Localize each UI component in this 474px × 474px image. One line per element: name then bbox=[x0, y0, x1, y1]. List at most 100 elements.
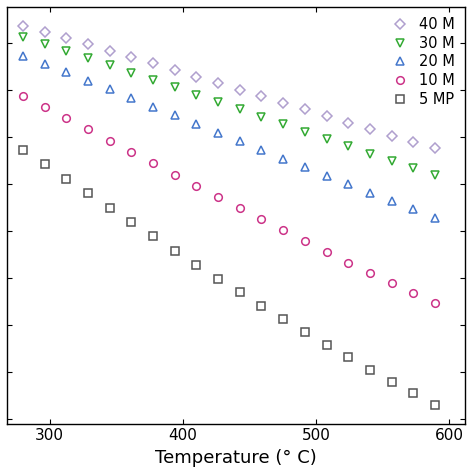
5 MP bbox=[150, 234, 156, 239]
5 MP bbox=[324, 342, 329, 348]
40 M bbox=[302, 107, 308, 112]
20 M bbox=[237, 138, 243, 144]
20 M bbox=[107, 86, 112, 92]
Line: 40 M: 40 M bbox=[19, 22, 439, 152]
30 M bbox=[346, 144, 351, 149]
20 M bbox=[172, 112, 178, 118]
10 M bbox=[367, 270, 373, 276]
10 M bbox=[85, 127, 91, 132]
5 MP bbox=[20, 147, 26, 153]
10 M bbox=[302, 238, 308, 244]
10 M bbox=[172, 172, 178, 178]
40 M bbox=[432, 146, 438, 151]
5 MP bbox=[367, 367, 373, 373]
30 M bbox=[389, 158, 394, 164]
5 MP bbox=[42, 161, 47, 167]
10 M bbox=[389, 281, 394, 286]
10 M bbox=[410, 291, 416, 296]
Line: 30 M: 30 M bbox=[19, 33, 439, 179]
10 M bbox=[259, 217, 264, 222]
30 M bbox=[410, 165, 416, 171]
20 M bbox=[324, 173, 329, 179]
40 M bbox=[410, 139, 416, 145]
40 M bbox=[128, 54, 134, 60]
40 M bbox=[280, 100, 286, 106]
30 M bbox=[128, 70, 134, 75]
10 M bbox=[324, 249, 329, 255]
30 M bbox=[302, 129, 308, 135]
5 MP bbox=[259, 303, 264, 309]
30 M bbox=[64, 48, 69, 54]
20 M bbox=[128, 95, 134, 100]
5 MP bbox=[64, 176, 69, 182]
30 M bbox=[237, 107, 243, 112]
10 M bbox=[237, 206, 243, 211]
40 M bbox=[346, 120, 351, 126]
10 M bbox=[432, 301, 438, 306]
5 MP bbox=[432, 402, 438, 408]
40 M bbox=[85, 41, 91, 47]
20 M bbox=[346, 182, 351, 187]
40 M bbox=[215, 80, 221, 86]
30 M bbox=[367, 151, 373, 156]
10 M bbox=[107, 138, 112, 144]
40 M bbox=[367, 126, 373, 132]
5 MP bbox=[346, 355, 351, 360]
10 M bbox=[64, 115, 69, 121]
40 M bbox=[389, 133, 394, 138]
5 MP bbox=[410, 391, 416, 396]
Line: 5 MP: 5 MP bbox=[19, 146, 439, 409]
30 M bbox=[150, 77, 156, 82]
20 M bbox=[302, 164, 308, 170]
10 M bbox=[20, 93, 26, 99]
30 M bbox=[20, 34, 26, 40]
10 M bbox=[42, 104, 47, 110]
30 M bbox=[280, 121, 286, 127]
40 M bbox=[237, 87, 243, 92]
30 M bbox=[215, 99, 221, 105]
40 M bbox=[172, 67, 178, 73]
10 M bbox=[128, 149, 134, 155]
5 MP bbox=[389, 379, 394, 384]
20 M bbox=[410, 207, 416, 212]
20 M bbox=[64, 69, 69, 75]
10 M bbox=[193, 183, 199, 189]
5 MP bbox=[172, 248, 178, 254]
5 MP bbox=[280, 316, 286, 322]
5 MP bbox=[85, 190, 91, 196]
20 M bbox=[259, 147, 264, 153]
20 M bbox=[150, 104, 156, 109]
40 M bbox=[150, 61, 156, 66]
20 M bbox=[280, 156, 286, 162]
Legend: 40 M, 30 M, 20 M, 10 M, 5 MP: 40 M, 30 M, 20 M, 10 M, 5 MP bbox=[383, 14, 458, 109]
20 M bbox=[85, 78, 91, 83]
30 M bbox=[107, 63, 112, 68]
20 M bbox=[367, 190, 373, 196]
30 M bbox=[432, 172, 438, 178]
5 MP bbox=[128, 219, 134, 225]
40 M bbox=[42, 29, 47, 35]
10 M bbox=[150, 161, 156, 166]
30 M bbox=[193, 92, 199, 98]
30 M bbox=[85, 55, 91, 61]
20 M bbox=[215, 130, 221, 136]
40 M bbox=[259, 93, 264, 99]
20 M bbox=[432, 215, 438, 220]
20 M bbox=[389, 198, 394, 204]
40 M bbox=[193, 74, 199, 80]
40 M bbox=[64, 35, 69, 41]
10 M bbox=[280, 228, 286, 233]
30 M bbox=[42, 41, 47, 47]
5 MP bbox=[107, 205, 112, 210]
5 MP bbox=[193, 262, 199, 267]
20 M bbox=[42, 61, 47, 67]
30 M bbox=[324, 136, 329, 142]
30 M bbox=[259, 114, 264, 119]
40 M bbox=[20, 23, 26, 29]
20 M bbox=[20, 53, 26, 59]
40 M bbox=[324, 113, 329, 119]
5 MP bbox=[237, 290, 243, 295]
10 M bbox=[346, 260, 351, 265]
10 M bbox=[215, 194, 221, 200]
Line: 20 M: 20 M bbox=[19, 52, 439, 221]
